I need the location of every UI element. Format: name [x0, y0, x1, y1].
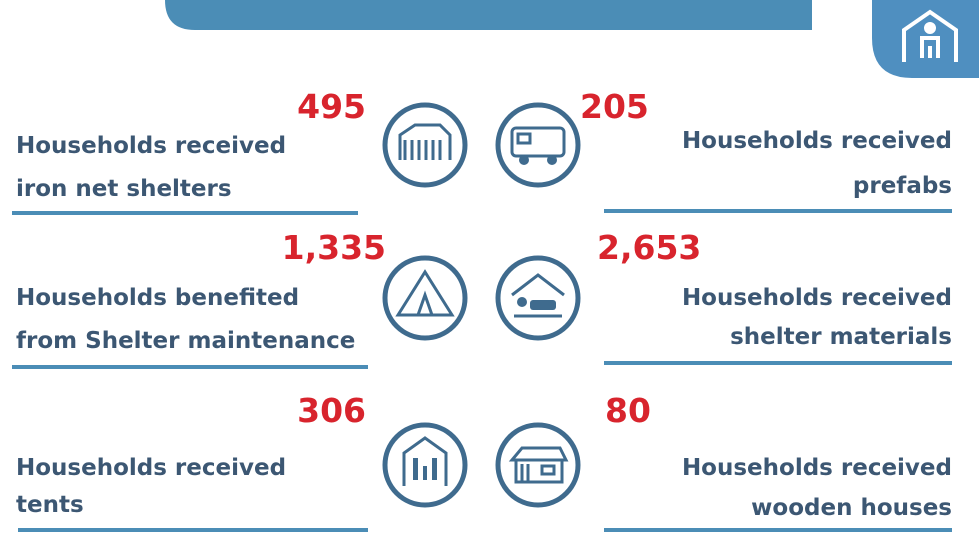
- label-line: Households received: [682, 285, 952, 311]
- icon-prefab: [495, 102, 581, 188]
- label-line: prefabs: [853, 173, 952, 199]
- number: 80: [605, 391, 651, 430]
- label-line: Households received: [16, 133, 286, 159]
- number: 495: [297, 87, 366, 126]
- number: 205: [580, 87, 649, 126]
- person-icon: [902, 9, 958, 62]
- number: 1,335: [282, 228, 386, 267]
- label-line: from Shelter maintenance: [16, 328, 355, 354]
- label-line: wooden houses: [751, 495, 952, 521]
- label-line: Households received: [682, 455, 952, 481]
- label-line: Households received: [16, 455, 286, 481]
- number: 2,653: [597, 228, 701, 267]
- header-bar: [165, 0, 812, 30]
- label-line: Households received: [682, 128, 952, 154]
- label-line: tents: [16, 492, 84, 518]
- number: 306: [297, 391, 366, 430]
- label-line: shelter materials: [730, 324, 952, 350]
- icon-wooden-house: [495, 422, 581, 508]
- icon-shelter-materials: [495, 255, 581, 341]
- icons: [382, 102, 581, 508]
- label-line: Households benefited: [16, 285, 299, 311]
- label-line: iron net shelters: [16, 176, 232, 202]
